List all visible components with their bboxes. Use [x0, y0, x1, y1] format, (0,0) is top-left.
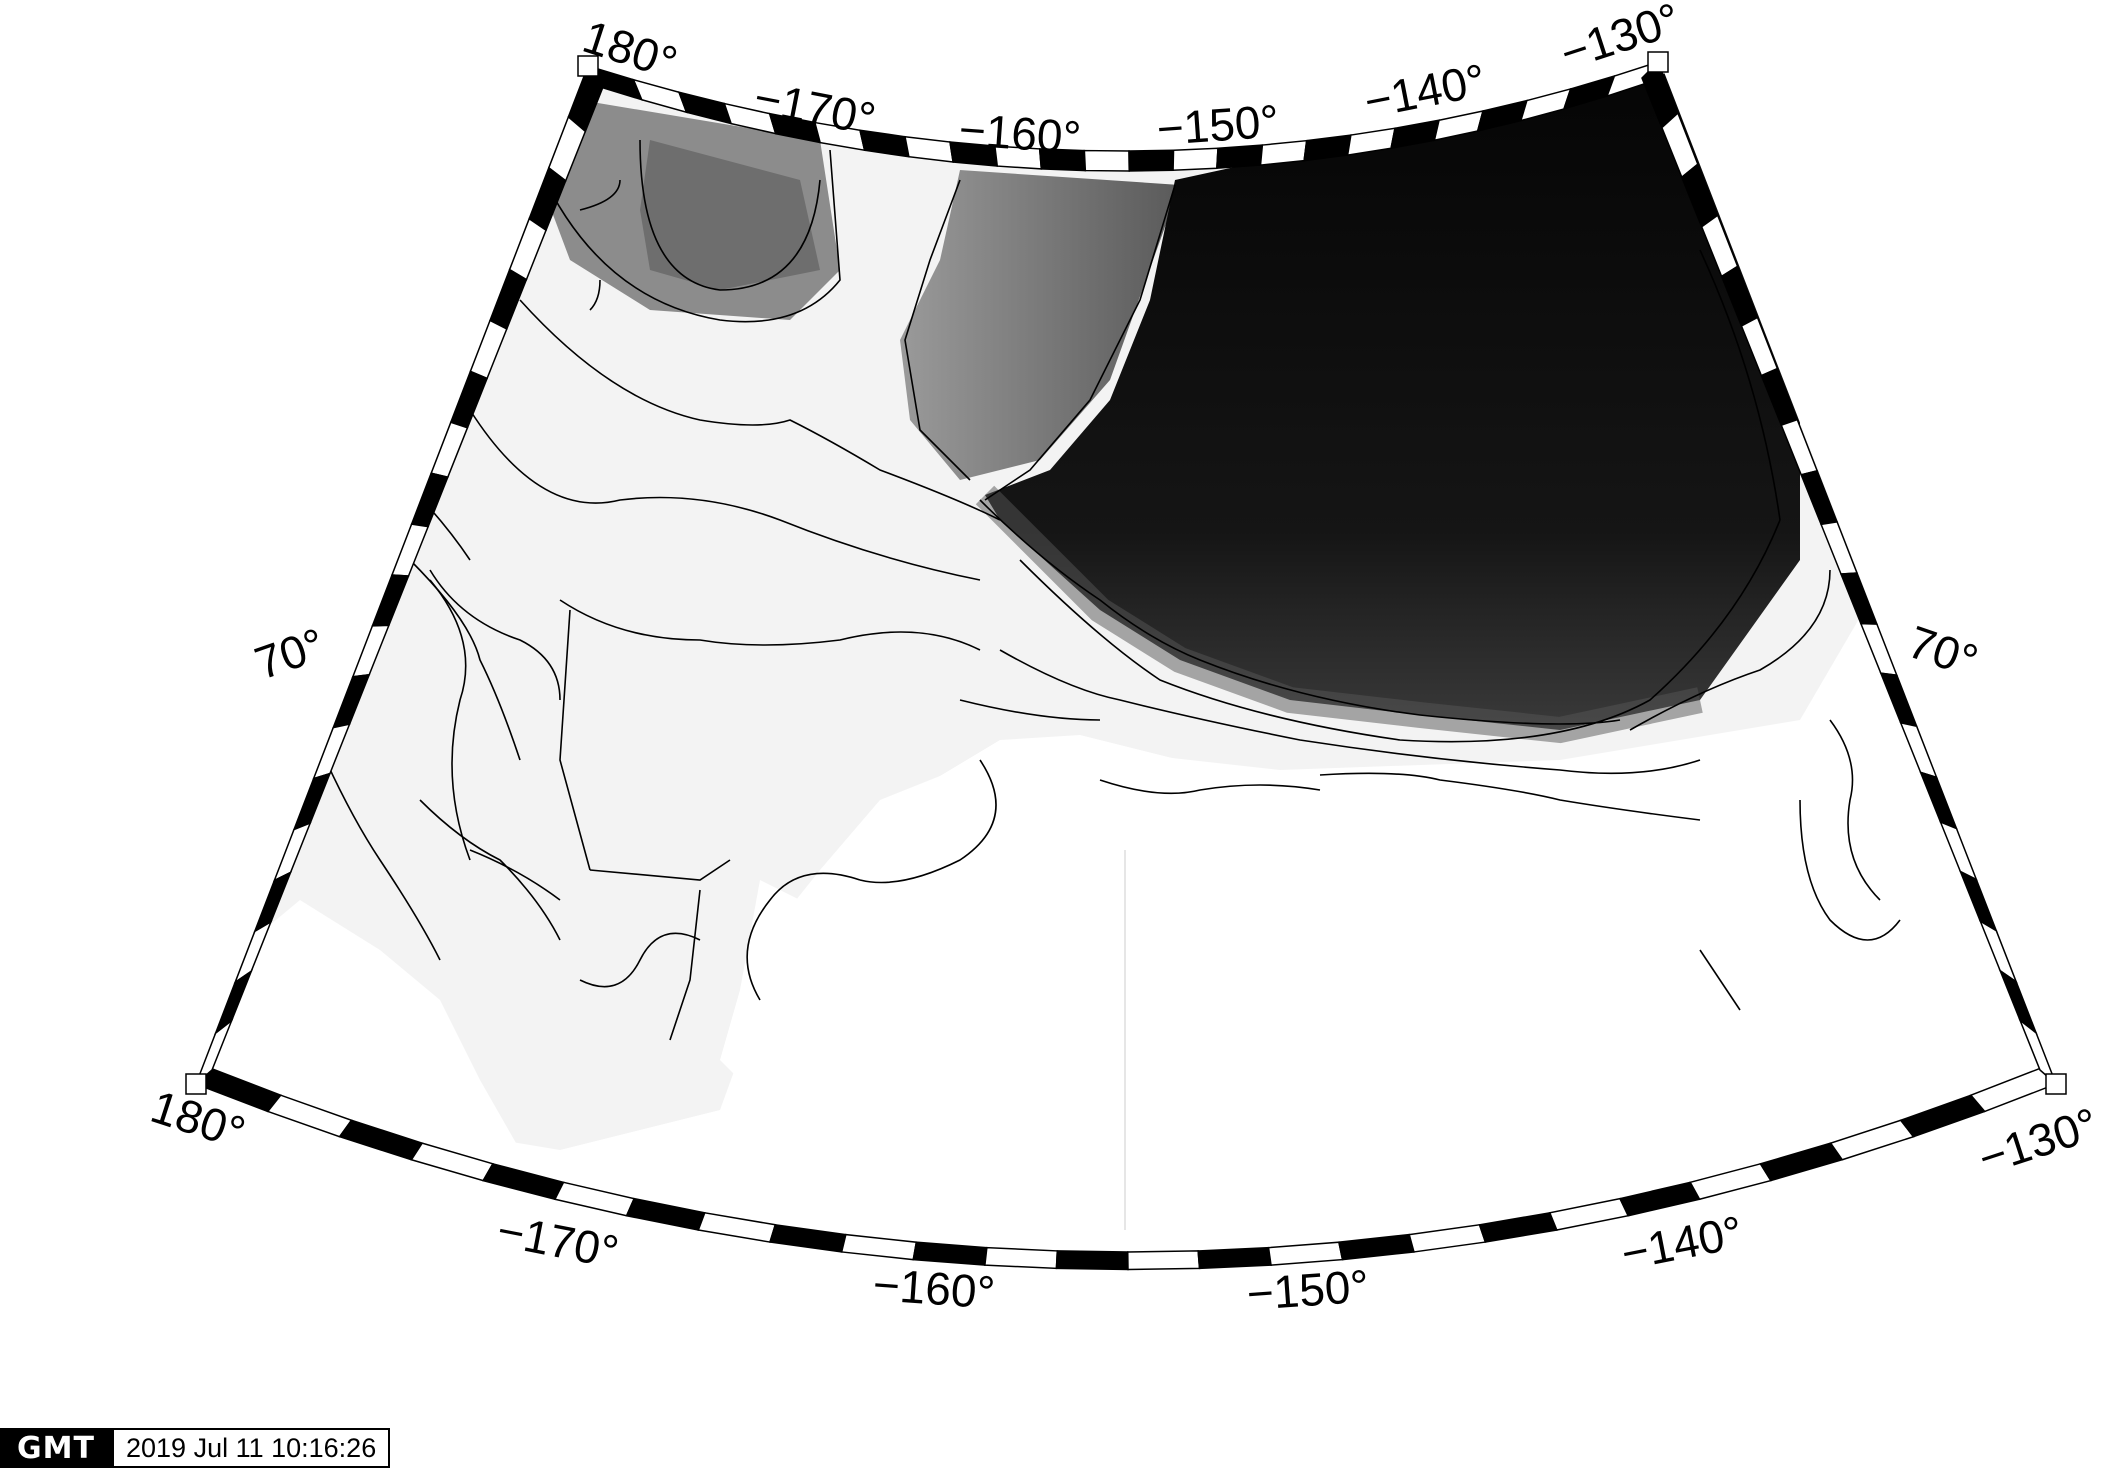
- gmt-logo: GMT: [0, 1428, 112, 1468]
- right-lat-label: 70°: [1902, 615, 1985, 687]
- frame-corner: [2046, 1074, 2066, 1094]
- frame-bottom-segment: [1056, 1251, 1128, 1270]
- bottom-lon-label: −140°: [1617, 1205, 1747, 1279]
- gmt-timestamp: GMT 2019 Jul 11 10:16:26: [0, 1428, 390, 1468]
- frame-bottom-segment: [1128, 1251, 1200, 1270]
- bottom-lon-label: −170°: [493, 1204, 623, 1278]
- frame-bottom-segment: [985, 1248, 1057, 1269]
- left-lat-label: 70°: [248, 618, 331, 690]
- timestamp-text: 2019 Jul 11 10:16:26: [112, 1428, 390, 1468]
- bottom-lon-label: −130°: [1972, 1097, 2104, 1184]
- bottom-lon-label: −160°: [871, 1258, 996, 1318]
- frame-bottom-segment: [1198, 1248, 1271, 1269]
- frame-top-segment: [1084, 151, 1129, 171]
- top-lon-label: −150°: [1155, 95, 1280, 155]
- frame-corner: [1648, 52, 1668, 72]
- bottom-lon-label: −150°: [1245, 1260, 1370, 1320]
- top-lon-label: −160°: [957, 103, 1082, 163]
